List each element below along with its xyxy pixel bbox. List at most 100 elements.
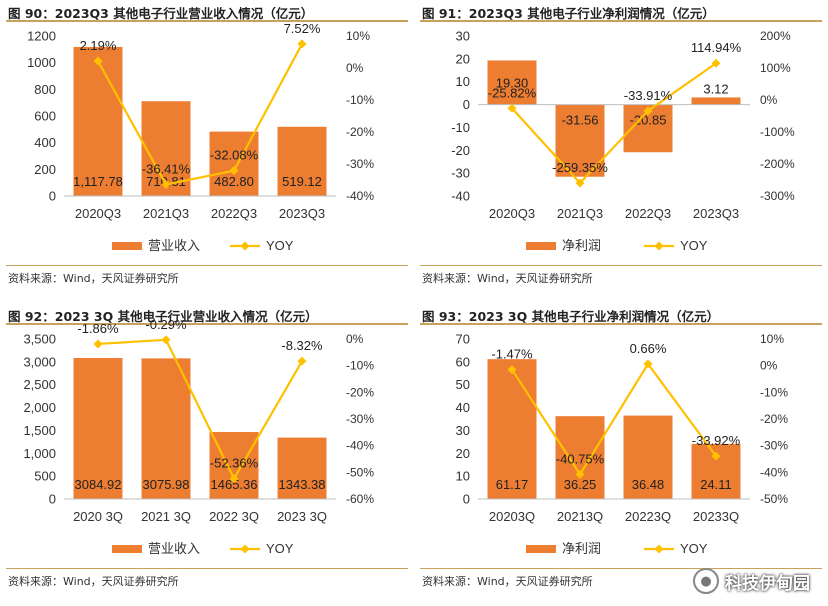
y2-tick-label: 0% — [760, 93, 778, 107]
source-note: 资料来源：Wind，天风证券研究所 — [422, 575, 593, 588]
y-tick-label: 1200 — [27, 29, 56, 44]
x-tick-label: 2021 3Q — [141, 509, 191, 524]
y-tick-label: 1,000 — [23, 446, 56, 461]
x-tick-label: 2023Q3 — [693, 206, 739, 221]
y2-tick-label: -30% — [346, 412, 374, 426]
yoy-value-label: -33.91% — [624, 88, 673, 103]
yoy-line — [97, 338, 303, 481]
watermark: ● 科技伊甸园 — [693, 568, 810, 594]
chart-title: 图 92：2023 3Q 其他电子行业营业收入情况（亿元） — [8, 309, 318, 324]
bar-value-label: -20.85 — [630, 113, 667, 128]
y-tick-label: 0 — [49, 189, 56, 204]
bar-value-label: 3.12 — [703, 81, 728, 96]
y2-tick-label: -20% — [760, 412, 788, 426]
x-tick-label: 2021Q3 — [143, 206, 189, 221]
y-tick-label: 2,500 — [23, 377, 56, 392]
source-rule — [6, 568, 408, 569]
bar — [487, 359, 537, 499]
x-tick-label: 2020 3Q — [73, 509, 123, 524]
yoy-value-label: 7.52% — [284, 21, 321, 36]
yoy-marker — [507, 365, 517, 375]
chart-title: 图 90：2023Q3 其他电子行业营业收入情况（亿元） — [8, 6, 314, 21]
bar — [487, 60, 537, 105]
y-tick-label: 3,500 — [23, 332, 56, 347]
y2-tick-label: -20% — [346, 125, 374, 139]
y2-tick-label: -20% — [346, 385, 374, 399]
bar — [691, 97, 741, 105]
y-tick-label: 600 — [34, 109, 56, 124]
y-tick-label: 0 — [463, 492, 470, 507]
chart-panel-fig90: 图 90：2023Q3 其他电子行业营业收入情况（亿元） 0 200 400 600 8… — [0, 0, 414, 303]
y2-tick-label: -10% — [346, 359, 374, 373]
bar — [555, 416, 605, 499]
yoy-marker — [229, 166, 239, 176]
y-tick-label: -40 — [451, 189, 470, 204]
bar-value-label: 36.48 — [632, 477, 665, 492]
bar-value-label: 24.11 — [700, 477, 732, 492]
y-tick-label: 10 — [456, 469, 470, 484]
legend-label-bar: 净利润 — [562, 238, 601, 253]
bar-value-label: 3084.92 — [75, 477, 122, 492]
bar — [141, 358, 191, 499]
yoy-marker — [507, 103, 517, 113]
y2-tick-label: -10% — [346, 93, 374, 107]
yoy-marker — [229, 474, 239, 484]
yoy-value-label: -25.82% — [488, 85, 537, 100]
legend-marker — [240, 241, 250, 251]
title-rule — [6, 20, 408, 22]
title-rule — [6, 323, 408, 325]
y-tick-label: 20 — [456, 446, 470, 461]
y2-tick-label: 0% — [346, 332, 364, 346]
yoy-line — [511, 361, 717, 477]
legend-label-bar: 净利润 — [562, 541, 601, 556]
yoy-value-label: -36.41% — [142, 162, 191, 177]
bar-value-label: 3075.98 — [143, 477, 190, 492]
bar — [277, 126, 327, 196]
y2-tick-label: 10% — [760, 332, 784, 346]
title-rule — [420, 20, 822, 22]
y2-tick-label: -300% — [760, 189, 795, 203]
watermark-text: 科技伊甸园 — [725, 573, 810, 594]
yoy-line — [97, 43, 303, 186]
yoy-value-label: -52.36% — [210, 456, 259, 471]
yoy-value-label: 2.19% — [80, 38, 117, 53]
y-tick-label: 40 — [456, 400, 470, 415]
yoy-marker — [643, 359, 653, 369]
y-tick-label: 70 — [456, 332, 470, 347]
y2-tick-label: 0% — [346, 61, 364, 75]
y2-tick-label: -40% — [346, 189, 374, 203]
y-tick-label: 60 — [456, 354, 470, 369]
y2-tick-label: -50% — [346, 465, 374, 479]
y2-tick-label: -100% — [760, 125, 795, 139]
y2-tick-label: 200% — [760, 29, 791, 43]
legend-label-line: YOY — [680, 541, 708, 556]
bar-value-label: 519.12 — [282, 174, 322, 189]
source-rule — [420, 568, 822, 569]
y2-tick-label: -10% — [760, 385, 788, 399]
y2-tick-label: -200% — [760, 157, 795, 171]
bar-value-label: 482.80 — [214, 174, 254, 189]
x-tick-label: 2023 3Q — [277, 509, 327, 524]
bar-value-label: 61.17 — [496, 477, 529, 492]
yoy-value-label: -8.32% — [281, 338, 323, 353]
legend-label-bar: 营业收入 — [148, 238, 200, 253]
y-tick-label: 2,000 — [23, 400, 56, 415]
legend-swatch-bar — [112, 242, 142, 250]
y-tick-label: 400 — [34, 135, 56, 150]
yoy-value-label: -32.08% — [210, 148, 259, 163]
bar — [73, 357, 123, 499]
y2-tick-label: -50% — [760, 492, 788, 506]
legend-label-line: YOY — [266, 541, 294, 556]
y2-tick-label: 0% — [760, 359, 778, 373]
legend-swatch-bar — [112, 545, 142, 553]
chart-plot: -40 -30 -20 -10 0 10 20 30 -300% -200% -100% 0% 100%… — [451, 29, 795, 254]
y-tick-label: 1000 — [27, 55, 56, 70]
chart-panel-fig91: 图 91：2023Q3 其他电子行业净利润情况（亿元） -40 -30 -20 -10… — [414, 0, 828, 303]
source-note: 资料来源：Wind，天风证券研究所 — [422, 272, 593, 285]
chart-plot: 0 10 20 30 40 50 60 70 -50% -40% -30% -20% -10% 0% 10%… — [456, 332, 789, 557]
yoy-marker — [575, 178, 585, 188]
chart-title: 图 91：2023Q3 其他电子行业净利润情况（亿元） — [422, 6, 715, 21]
bar-value-label: 36.25 — [564, 477, 597, 492]
yoy-value-label: -259.35% — [552, 160, 608, 175]
y-tick-label: 3,000 — [23, 354, 56, 369]
